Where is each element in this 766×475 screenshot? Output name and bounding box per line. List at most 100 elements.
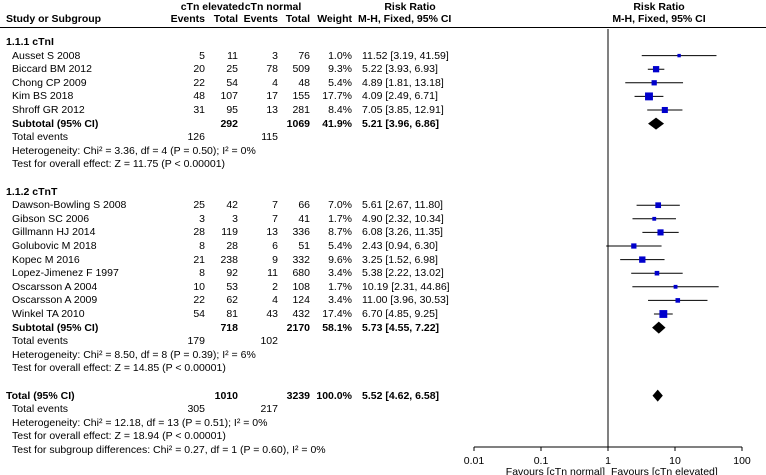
weight-column-header: Weight — [317, 13, 352, 25]
row-note-label: Test for overall effect: Z = 11.75 (P < … — [12, 158, 226, 171]
row-t1-cell: 107 — [220, 90, 238, 103]
row-study-label: Oscarsson A 2004 — [12, 280, 98, 293]
row-e2-cell: 115 — [261, 131, 278, 144]
row-study-label: Kopec M 2016 — [12, 253, 80, 266]
row-t2-cell: 66 — [298, 199, 310, 212]
row-ci-cell: 11.00 [3.96, 30.53] — [362, 294, 449, 307]
row-e2-cell: 11 — [267, 267, 278, 280]
row-ci-cell: 6.70 [4.85, 9.25] — [362, 308, 438, 320]
row-e1-cell: 21 — [193, 253, 205, 266]
row-ci-cell: 6.08 [3.26, 11.35] — [362, 226, 443, 239]
row-e1-cell: 48 — [193, 90, 205, 103]
row-e1-cell: 25 — [193, 199, 205, 212]
row-t1-cell: 718 — [220, 321, 238, 334]
row-events-label: Total events — [12, 403, 69, 416]
row-weight-cell: 41.9% — [322, 117, 352, 130]
events2-column-header: Events — [243, 13, 278, 25]
row-weight-cell: 8.4% — [328, 104, 352, 116]
group2-header: cTn normal — [244, 1, 302, 13]
row-ci-cell: 5.61 [2.67, 11.80] — [362, 199, 443, 212]
summary-diamond — [652, 321, 666, 334]
row-weight-cell: 9.6% — [328, 253, 352, 266]
study-point-square — [654, 270, 660, 276]
row-note-label: Heterogeneity: Chi² = 12.18, df = 13 (P … — [12, 416, 268, 429]
row-e1-cell: 126 — [187, 131, 205, 144]
row-weight-cell: 1.0% — [328, 49, 352, 62]
study-point-square — [657, 229, 664, 236]
study-point-square — [652, 216, 657, 221]
row-e2-cell: 7 — [272, 199, 278, 212]
row-ci-cell: 11.52 [3.19, 41.59] — [362, 49, 449, 62]
row-t2-cell: 1069 — [286, 117, 310, 130]
row-study-label: Shroff GR 2012 — [12, 104, 85, 116]
row-t2-cell: 432 — [292, 308, 310, 320]
row-e2-cell: 102 — [260, 335, 278, 348]
row-weight-cell: 17.4% — [322, 308, 352, 320]
row-t1-cell: 62 — [226, 294, 238, 307]
row-e1-cell: 3 — [199, 212, 205, 225]
row-study-label: Lopez-Jimenez F 1997 — [12, 267, 119, 280]
row-t2-cell: 2170 — [286, 321, 310, 334]
row-weight-cell: 5.4% — [328, 240, 352, 252]
study-point-square — [655, 202, 662, 209]
row-ci-cell: 4.90 [2.32, 10.34] — [362, 212, 444, 225]
row-e1-cell: 54 — [193, 308, 205, 320]
row-weight-cell: 100.0% — [316, 389, 352, 402]
row-weight-cell: 7.0% — [328, 199, 352, 212]
row-t2-cell: 336 — [292, 226, 310, 239]
row-weight-cell: 1.7% — [328, 212, 352, 225]
row-t2-cell: 155 — [292, 90, 310, 103]
study-point-square — [675, 298, 681, 303]
row-t2-cell: 680 — [292, 267, 310, 280]
row-e1-cell: 179 — [187, 335, 205, 348]
row-t2-cell: 332 — [292, 253, 310, 266]
row-t2-cell: 41 — [298, 212, 310, 225]
row-events-label: Total events — [12, 335, 69, 348]
row-study-label: Biccard BM 2012 — [12, 63, 92, 76]
row-t2-cell: 48 — [298, 76, 310, 89]
favours-right-label: Favours [cTn elevated] — [611, 466, 718, 475]
row-ci-cell: 10.19 [2.31, 44.86] — [362, 280, 450, 293]
row-weight-cell: 8.7% — [328, 226, 352, 239]
row-study-label: Oscarsson A 2009 — [12, 294, 98, 307]
row-e2-cell: 3 — [272, 49, 278, 62]
row-study-label: Ausset S 2008 — [12, 49, 81, 62]
row-weight-cell: 1.7% — [328, 280, 352, 293]
row-note-label: Heterogeneity: Chi² = 8.50, df = 8 (P = … — [12, 348, 256, 361]
row-t2-cell: 509 — [292, 63, 310, 76]
row-e2-cell: 17 — [266, 90, 278, 103]
row-heading-label: 1.1.2 cTnT — [6, 185, 58, 198]
row-t1-cell: 25 — [226, 63, 238, 76]
study-point-square — [652, 66, 660, 73]
row-e2-cell: 43 — [266, 308, 278, 320]
row-study-label: Winkel TA 2010 — [12, 308, 85, 320]
row-e2-cell: 13 — [266, 104, 278, 116]
row-t1-cell: 292 — [220, 117, 238, 130]
row-t1-cell: 42 — [226, 199, 238, 212]
row-study-label: Gibson SC 2006 — [12, 212, 90, 225]
row-t2-cell: 108 — [292, 280, 310, 293]
row-study-label: Kim BS 2018 — [12, 90, 74, 103]
row-e1-cell: 22 — [193, 294, 205, 307]
row-e2-cell: 7 — [272, 212, 278, 225]
row-study-label: Dawson-Bowling S 2008 — [12, 199, 127, 212]
row-study-label: Gillmann HJ 2014 — [12, 226, 96, 239]
group1-header: cTn elevated — [180, 1, 245, 13]
row-note-label: Heterogeneity: Chi² = 3.36, df = 4 (P = … — [12, 144, 256, 157]
x-tick-label: 0.1 — [534, 455, 549, 467]
row-subtotal-label: Subtotal (95% CI) — [12, 117, 99, 130]
row-e2-cell: 2 — [272, 280, 278, 293]
row-t1-cell: 11 — [227, 49, 238, 62]
row-e1-cell: 20 — [193, 63, 205, 76]
row-t2-cell: 3239 — [286, 389, 310, 402]
row-t2-cell: 76 — [298, 49, 310, 62]
row-ci-cell: 4.89 [1.81, 13.18] — [362, 76, 444, 89]
row-e1-cell: 305 — [187, 403, 205, 416]
favours-left-label: Favours [cTn normal] — [506, 466, 605, 475]
row-note-label: Test for overall effect: Z = 18.94 (P < … — [12, 430, 226, 443]
method-column-header: M-H, Fixed, 95% CI — [358, 13, 452, 25]
row-total-label: Total (95% CI) — [6, 389, 75, 402]
row-ci-cell: 5.38 [2.22, 13.02] — [362, 267, 444, 280]
